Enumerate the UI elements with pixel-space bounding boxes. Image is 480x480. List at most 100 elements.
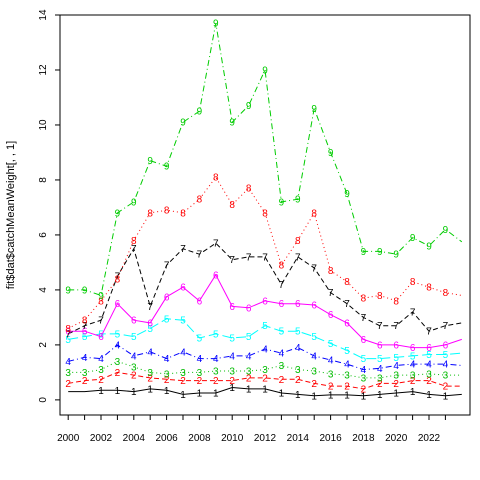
series-point-label-1: 1	[328, 390, 334, 401]
series-point-label-9: 9	[311, 104, 317, 115]
series-point-label-9: 9	[229, 118, 235, 129]
series-point-label-9: 9	[410, 233, 416, 244]
series-point-label-7: 7	[98, 316, 104, 327]
series-point-label-5: 5	[426, 350, 432, 361]
series-point-label-3: 3	[361, 373, 367, 384]
series-point-label-5: 5	[262, 321, 268, 332]
series-point-label-1: 1	[311, 391, 317, 402]
series-point-label-2: 2	[328, 382, 334, 393]
series-point-label-1: 1	[115, 386, 121, 397]
series-point-label-7: 7	[361, 313, 367, 324]
x-tick-label: 2014	[287, 433, 310, 444]
series-point-label-7: 7	[426, 327, 432, 338]
series-point-label-3: 3	[98, 365, 104, 376]
series-point-label-5: 5	[311, 332, 317, 343]
series-point-label-9: 9	[115, 208, 121, 219]
series-point-label-3: 3	[197, 368, 203, 379]
series-point-label-7: 7	[443, 321, 449, 332]
series-point-label-6: 6	[229, 302, 235, 313]
series-point-label-3: 3	[131, 362, 137, 373]
series-point-label-9: 9	[262, 65, 268, 76]
series-point-label-3: 3	[229, 367, 235, 378]
series-point-label-4: 4	[393, 361, 399, 372]
series-point-label-6: 6	[311, 301, 317, 312]
series-point-label-2: 2	[164, 375, 170, 386]
series-point-label-4: 4	[328, 356, 334, 367]
series-point-label-2: 2	[377, 379, 383, 390]
series-point-label-7: 7	[229, 255, 235, 266]
series-point-label-9: 9	[426, 241, 432, 252]
series-point-label-2: 2	[279, 375, 285, 386]
series-point-label-8: 8	[65, 324, 71, 335]
series-point-label-8: 8	[98, 296, 104, 307]
series-point-label-9: 9	[361, 247, 367, 258]
series-point-label-8: 8	[328, 266, 334, 277]
x-tick-label: 2010	[221, 433, 244, 444]
series-point-label-1: 1	[295, 390, 301, 401]
series-point-label-7: 7	[262, 252, 268, 263]
y-tick-label: 2	[38, 342, 49, 348]
series-point-label-5: 5	[344, 346, 350, 357]
series-point-label-5: 5	[443, 350, 449, 361]
series-point-label-3: 3	[328, 369, 334, 380]
series-point-label-9: 9	[393, 250, 399, 261]
series-point-label-3: 3	[82, 368, 88, 379]
series-point-label-8: 8	[197, 195, 203, 206]
series-point-label-6: 6	[164, 292, 170, 303]
series-point-label-6: 6	[426, 343, 432, 354]
x-tick-label: 2020	[385, 433, 408, 444]
series-point-label-1: 1	[344, 390, 350, 401]
series-point-label-7: 7	[410, 307, 416, 318]
series-point-label-4: 4	[115, 340, 121, 351]
series-point-label-2: 2	[197, 376, 203, 387]
series-point-label-6: 6	[213, 270, 219, 281]
series-point-label-5: 5	[410, 351, 416, 362]
series-point-label-2: 2	[393, 379, 399, 390]
series-point-label-6: 6	[377, 340, 383, 351]
series-line-6	[68, 273, 462, 349]
series-line-8	[67, 176, 462, 329]
series-point-label-8: 8	[410, 277, 416, 288]
x-tick-label: 2004	[123, 433, 146, 444]
series-point-label-1: 1	[279, 389, 285, 400]
series-point-label-1: 1	[147, 384, 153, 395]
series-point-label-4: 4	[65, 357, 71, 368]
series-point-label-5: 5	[197, 334, 203, 345]
series-point-label-6: 6	[361, 335, 367, 346]
series-point-label-4: 4	[197, 354, 203, 365]
series-point-label-7: 7	[344, 299, 350, 310]
x-axis: 2000 2002 2004 2006 2008 2010 2012 2014 2016 2018…	[57, 415, 446, 444]
series-point-label-9: 9	[98, 291, 104, 302]
series-point-label-3: 3	[262, 365, 268, 376]
series-point-label-3: 3	[147, 368, 153, 379]
y-axis: 0 2 4 6 8 10 12 14	[38, 9, 60, 403]
series-point-label-1: 1	[197, 389, 203, 400]
series-point-label-2: 2	[443, 382, 449, 393]
y-axis-title: fit$dat$catchMeanWeight[, , 1]	[5, 141, 17, 289]
series-point-label-2: 2	[410, 376, 416, 387]
series-point-label-4: 4	[164, 354, 170, 365]
series-point-label-6: 6	[246, 303, 252, 314]
series-point-label-1: 1	[410, 387, 416, 398]
series-point-label-7: 7	[131, 244, 137, 255]
series-lines	[67, 23, 463, 397]
series-point-label-9: 9	[377, 247, 383, 258]
series-point-label-3: 3	[410, 371, 416, 382]
series-point-label-5: 5	[98, 329, 104, 340]
series-point-label-9: 9	[131, 197, 137, 208]
series-point-label-2: 2	[311, 379, 317, 390]
series-point-label-8: 8	[180, 208, 186, 219]
series-point-label-8: 8	[279, 261, 285, 272]
series-point-label-8: 8	[377, 291, 383, 302]
series-point-label-1: 1	[131, 387, 137, 398]
series-point-label-1: 1	[98, 386, 104, 397]
series-point-label-2: 2	[115, 368, 121, 379]
series-point-label-1: 1	[262, 384, 268, 395]
series-point-label-5: 5	[328, 339, 334, 350]
series-point-label-1: 1	[443, 391, 449, 402]
series-point-label-5: 5	[180, 316, 186, 327]
series-point-label-5: 5	[279, 327, 285, 338]
series-point-label-4: 4	[98, 354, 104, 365]
series-point-label-3: 3	[344, 371, 350, 382]
